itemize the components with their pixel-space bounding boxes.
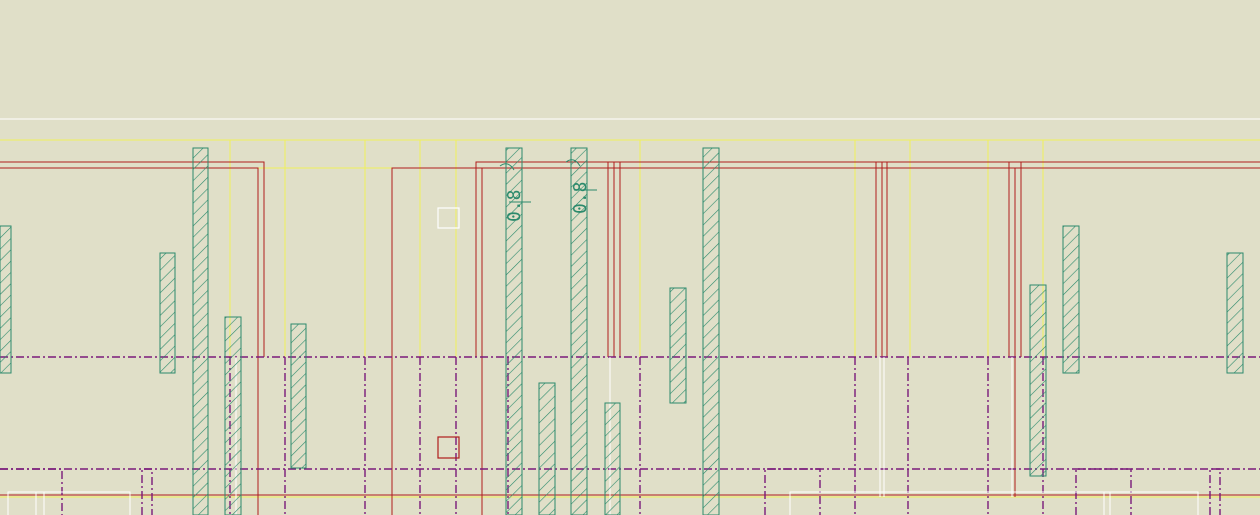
selection-marker-red[interactable] — [437, 436, 460, 459]
pile[interactable] — [538, 382, 556, 515]
white-detail-lines — [7, 357, 1199, 515]
hatched-piles — [0, 147, 1244, 515]
pile[interactable] — [669, 287, 687, 404]
pile[interactable] — [159, 252, 176, 374]
pile[interactable] — [224, 316, 242, 515]
pile[interactable] — [1226, 252, 1244, 374]
pile[interactable] — [1029, 284, 1047, 477]
pile-label-2: 0.8 — [570, 181, 591, 214]
pile[interactable] — [0, 225, 12, 374]
red-wall-lines — [0, 161, 1260, 515]
pile[interactable] — [192, 147, 209, 515]
pile-labels: 0.8 0.8 — [499, 159, 597, 222]
pile-label-1: 0.8 — [504, 189, 525, 222]
pile[interactable] — [570, 147, 588, 515]
pile[interactable] — [505, 147, 523, 515]
selection-marker-white[interactable] — [437, 207, 460, 229]
pile[interactable] — [702, 147, 720, 515]
pile[interactable] — [290, 323, 307, 469]
pile[interactable] — [604, 402, 621, 515]
markers — [437, 207, 460, 459]
axis-lines — [0, 356, 1260, 515]
pile[interactable] — [1062, 225, 1080, 374]
